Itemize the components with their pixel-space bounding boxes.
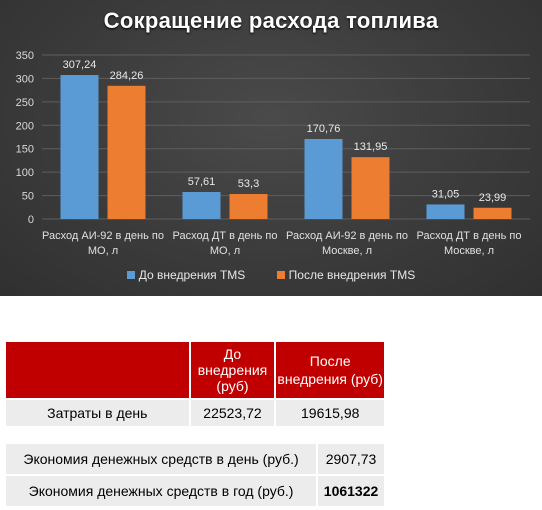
legend-swatch-after bbox=[276, 271, 285, 279]
row-label: Затраты в день bbox=[4, 398, 191, 428]
before-value: 22523,72 bbox=[188, 398, 277, 428]
legend-label-before: До внедрения TMS bbox=[138, 268, 246, 282]
data-label: 23,99 bbox=[479, 192, 507, 204]
bar bbox=[351, 157, 390, 219]
savings-day-value: 2907,73 bbox=[316, 442, 386, 476]
cost-table: До внедрения (руб) После внедрения (руб)… bbox=[4, 340, 386, 428]
data-label: 53,3 bbox=[238, 178, 259, 190]
savings-table: Экономия денежных средств в день (руб.) … bbox=[3, 442, 386, 508]
header-before-line-3: (руб) bbox=[216, 378, 249, 394]
savings-row-day: Экономия денежных средств в день (руб.) … bbox=[3, 442, 386, 476]
y-tick-label: 200 bbox=[16, 120, 34, 132]
legend-label-after: После внедрения TMS bbox=[288, 268, 416, 282]
bar bbox=[426, 204, 465, 219]
chart-legend: До внедрения TMS После внедрения TMS bbox=[0, 268, 542, 282]
x-tick-label: Расход АИ-92 в день по bbox=[42, 230, 164, 242]
after-value: 19615,98 bbox=[274, 398, 386, 428]
header-before-line-1: До bbox=[223, 346, 242, 362]
bar bbox=[107, 85, 146, 219]
x-tick-label: Расход АИ-92 в день по bbox=[286, 230, 408, 242]
table-header-after: После внедрения (руб) bbox=[274, 340, 386, 400]
chart-panel: Сокращение расхода топлива 0 50 100 150 200 2… bbox=[0, 0, 542, 296]
header-before-line-2: внедрения bbox=[197, 362, 268, 378]
legend-swatch-before bbox=[126, 271, 135, 279]
data-label: 284,26 bbox=[110, 70, 144, 82]
bar bbox=[473, 207, 512, 219]
y-tick-label: 250 bbox=[16, 97, 34, 109]
y-tick-label: 150 bbox=[16, 144, 34, 156]
x-tick-label: Расход ДТ в день по bbox=[173, 230, 278, 242]
y-tick-label: 0 bbox=[28, 214, 34, 226]
y-tick-label: 50 bbox=[22, 191, 34, 203]
savings-day-label: Экономия денежных средств в день (руб.) bbox=[3, 442, 319, 476]
savings-year-value: 1061322 bbox=[316, 474, 386, 508]
legend-item-after: После внедрения TMS bbox=[276, 268, 416, 282]
bar bbox=[182, 192, 221, 219]
bar bbox=[229, 194, 268, 219]
data-label: 131,95 bbox=[354, 141, 388, 153]
chart-title: Сокращение расхода топлива bbox=[103, 8, 439, 33]
x-tick-label: МО, л bbox=[210, 245, 240, 257]
data-label: 170,76 bbox=[307, 123, 341, 135]
y-tick-label: 100 bbox=[16, 167, 34, 179]
table-header-empty bbox=[4, 340, 191, 400]
x-tick-label: Расход ДТ в день по bbox=[417, 230, 522, 242]
y-tick-label: 300 bbox=[16, 73, 34, 85]
savings-year-label: Экономия денежных средств в год (руб.) bbox=[3, 474, 319, 508]
header-after-line-2: внедрения (руб) bbox=[277, 371, 383, 387]
bar bbox=[304, 138, 343, 219]
x-tick-label: МО, л bbox=[88, 245, 118, 257]
bar-chart: 0 50 100 150 200 250 300 350 307,24 284,26 Расход … bbox=[16, 50, 530, 257]
data-label: 57,61 bbox=[188, 176, 216, 188]
legend-item-before: До внедрения TMS bbox=[126, 268, 246, 282]
savings-row-year: Экономия денежных средств в год (руб.) 1… bbox=[3, 474, 386, 508]
bar bbox=[60, 75, 99, 219]
y-tick-label: 350 bbox=[16, 50, 34, 62]
x-tick-label: Москве, л bbox=[444, 245, 494, 257]
table-header-before: До внедрения (руб) bbox=[188, 340, 277, 400]
header-after-line-1: После bbox=[309, 353, 351, 369]
data-label: 307,24 bbox=[63, 59, 97, 71]
x-tick-label: Москве, л bbox=[322, 245, 372, 257]
data-label: 31,05 bbox=[432, 188, 460, 200]
table-row: Затраты в день 22523,72 19615,98 bbox=[4, 398, 386, 428]
